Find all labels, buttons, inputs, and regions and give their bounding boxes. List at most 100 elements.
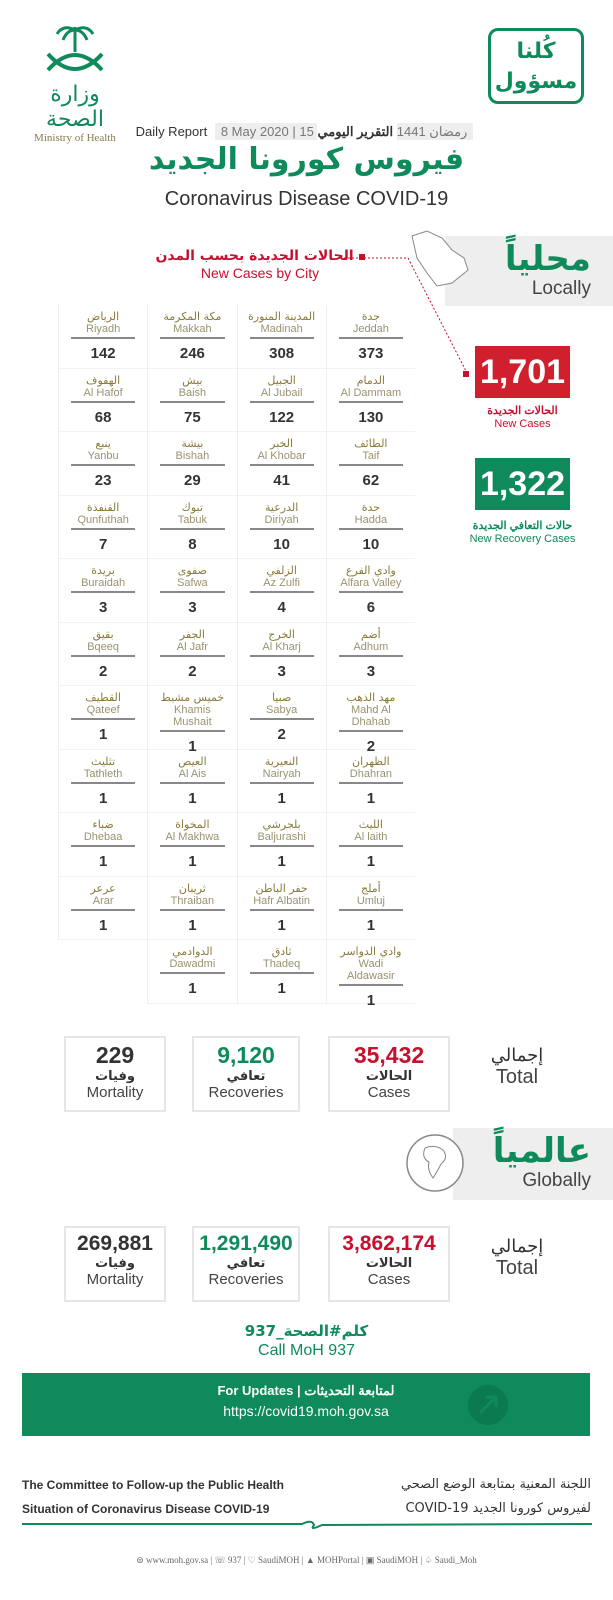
city-name-ar: الدرعية: [264, 500, 299, 514]
city-name-ar: الجبيل: [267, 373, 296, 387]
city-new-cases: 1: [188, 853, 197, 870]
city-new-cases: 41: [273, 472, 290, 489]
city-new-cases: 2: [188, 662, 197, 680]
city-name-ar: القطيف: [85, 691, 121, 704]
global-mortality-en: Mortality: [86, 1271, 144, 1288]
city-new-cases: 6: [366, 599, 376, 616]
city-new-cases: 1: [366, 789, 376, 807]
city-name-ar: مكة المكرمة: [163, 310, 222, 323]
city-name-ar: الخرج: [268, 627, 295, 641]
local-total-label: إجمالي Total: [482, 1045, 552, 1089]
footer-link[interactable]: ☏ 937: [214, 1555, 241, 1565]
city-name-ar: أضم: [361, 627, 381, 641]
city-name-ar: الدمام: [356, 373, 385, 387]
city-name-en: Safwa: [160, 577, 225, 593]
city-name-en: Dhebaa: [71, 831, 136, 847]
city-name-ar: الرياض: [87, 310, 120, 323]
call-moh: Call MoH 937: [258, 1342, 355, 1359]
city-name-en: Al laith: [338, 831, 403, 847]
city-new-cases: 1: [98, 916, 108, 934]
cities-section-title: الحالات الجديدة بحسب المدن New Cases by …: [110, 248, 410, 282]
city-new-cases: 1: [98, 853, 108, 870]
city-cell: ضباء Dhebaa 1: [58, 813, 148, 877]
city-new-cases: 1: [188, 738, 197, 755]
city-name-ar: بيشة: [181, 437, 204, 450]
local-recoveries-box: 9,120 تعافي Recoveries: [192, 1036, 300, 1112]
cities-title-ar: الحالات الجديدة بحسب المدن: [155, 248, 354, 264]
footer-link-text: SaudiMOH: [258, 1555, 300, 1565]
city-name-en: Alfara Valley: [338, 577, 403, 593]
city-cell: أضم Adhum 3: [325, 622, 415, 686]
city-cell: بقيق Bqeeq 2: [58, 622, 148, 686]
hashtag: كلم#الصحة_937: [244, 1322, 369, 1340]
footer-link[interactable]: ♡ SaudiMOH: [248, 1555, 300, 1565]
city-name-ar: وادي الفرع: [345, 564, 396, 577]
local-mortality-box: 229 وفيات Mortality: [64, 1036, 166, 1112]
city-name-ar: الخبر: [270, 437, 294, 450]
city-new-cases: 3: [98, 599, 108, 616]
city-name-en: Dhahran: [338, 768, 403, 784]
global-total-label: إجمالي Total: [482, 1236, 552, 1280]
city-name-en: Diriyah: [249, 514, 314, 530]
cities-grid: جدة Jeddah 373 المدينة المنورة Madinah 308 مكة…: [58, 305, 415, 1009]
footer-link[interactable]: ♤ Saudi_Moh: [424, 1555, 476, 1565]
city-name-ar: ينبع: [95, 437, 111, 450]
city-name-en: Qunfuthah: [71, 514, 136, 530]
daily-report-ar: التقرير اليومي: [317, 124, 394, 139]
city-new-cases: 308: [269, 345, 295, 362]
city-new-cases: 2: [277, 726, 286, 743]
city-name-ar: مهد الذهب: [346, 691, 396, 704]
city-name-en: Thraiban: [160, 895, 225, 911]
city-name-en: Dawadmi: [160, 958, 225, 974]
city-name-ar: صفوى: [177, 564, 207, 577]
city-new-cases: 1: [277, 853, 286, 870]
city-name-en: Khamis Mushait: [160, 704, 225, 732]
locally-title-ar: محلياً: [504, 239, 591, 279]
new-cases-label-en: New Cases: [494, 418, 551, 430]
city-name-en: Jeddah: [338, 323, 403, 339]
footer-link-text: Saudi_Moh: [434, 1555, 477, 1565]
city-name-en: Arar: [71, 895, 136, 911]
footer-link[interactable]: ⊜ www.moh.gov.sa: [136, 1555, 208, 1565]
city-name-ar: الجفر: [179, 627, 205, 641]
local-recoveries-ar: تعافي: [226, 1069, 266, 1084]
city-cell: النعيرية Nairyah 1: [236, 749, 326, 813]
city-name-ar: تثليث: [91, 754, 116, 768]
footer-link[interactable]: ▣ SaudiMOH: [366, 1555, 418, 1565]
city-cell: وادي الدواسر Wadi Aldawasir 1: [325, 940, 415, 1009]
city-name-en: Thadeq: [249, 958, 314, 974]
footer-link[interactable]: ▲ MOHPortal: [306, 1555, 360, 1565]
city-name-en: Al Dammam: [338, 387, 403, 403]
city-new-cases: 68: [94, 408, 112, 426]
city-new-cases: 75: [184, 408, 201, 426]
updates-link[interactable]: https://covid19.moh.gov.sa: [223, 1403, 389, 1419]
city-name-en: Taif: [338, 450, 403, 466]
local-total-en: Total: [495, 1066, 539, 1088]
new-recoveries-value: 1,322: [475, 458, 570, 510]
new-cases-value: 1,701: [475, 346, 570, 398]
locally-panel: محلياً Locally: [445, 236, 613, 306]
committee-en-2: Situation of Coronavirus Disease COVID-1…: [22, 1502, 270, 1516]
city-name-ar: الزلفي: [266, 564, 297, 577]
connector-line: [340, 257, 469, 377]
city-new-cases: 29: [184, 472, 201, 489]
city-name-en: Al Ais: [160, 768, 225, 784]
city-cell: تثليث Tathleth 1: [58, 749, 148, 813]
city-name-ar: خميس مشيط: [160, 691, 225, 704]
footer-link-text: 937: [227, 1555, 242, 1565]
city-new-cases: 1: [366, 853, 376, 870]
city-new-cases: 1: [277, 916, 286, 934]
city-new-cases: 23: [94, 472, 112, 489]
local-mortality-value: 229: [95, 1042, 135, 1068]
city-cell: الزلفي Az Zulfi 4: [236, 559, 326, 623]
global-recoveries-value: 1,291,490: [199, 1232, 293, 1255]
city-new-cases: 3: [366, 662, 376, 680]
city-name-en: Al Jubail: [249, 387, 314, 403]
city-new-cases: 130: [358, 408, 384, 426]
city-name-en: Tathleth: [71, 768, 136, 784]
local-cases-box: 35,432 الحالات Cases: [328, 1036, 450, 1112]
city-name-en: Bqeeq: [71, 641, 136, 657]
city-new-cases: 1: [98, 789, 108, 807]
city-name-en: Al Makhwa: [160, 831, 225, 847]
city-cell: حدة Hadda 10: [325, 495, 415, 559]
